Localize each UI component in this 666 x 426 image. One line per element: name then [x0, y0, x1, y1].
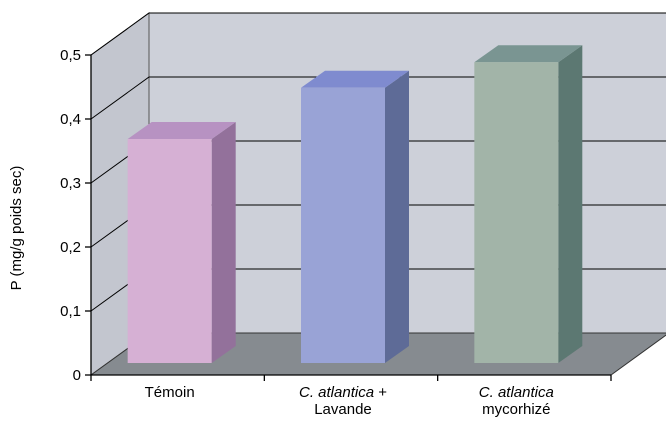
bar-side	[211, 122, 236, 363]
y-axis-title: P (mg/g poids sec)	[8, 166, 25, 291]
y-tick-label: 0,5	[60, 47, 81, 64]
y-tick-label: 0	[73, 367, 81, 384]
gridline	[90, 12, 666, 56]
x-category-label-line: C. atlantica +	[299, 384, 387, 401]
y-tick-label: 0,2	[60, 239, 81, 256]
bar-front	[301, 87, 385, 364]
bar-side	[558, 45, 583, 363]
bar-top	[127, 122, 236, 139]
x-category-label-line: C. atlantica	[479, 384, 554, 401]
x-category-label: Témoin	[145, 384, 195, 401]
axes	[85, 54, 612, 381]
x-category-label-part: Lavande	[314, 401, 372, 418]
x-category-label-line: mycorhizé	[482, 401, 550, 418]
bar-top	[474, 45, 583, 63]
bar-side	[385, 70, 409, 364]
x-category-label-part: C. atlantica	[479, 384, 554, 401]
x-category-label-line: Lavande	[314, 401, 372, 418]
x-category-label-part: mycorhizé	[482, 401, 550, 418]
x-category-label-line: Témoin	[145, 384, 195, 401]
bar-front	[474, 62, 559, 363]
bar	[127, 122, 236, 363]
bar-front	[127, 139, 212, 363]
y-tick-label: 0,3	[60, 175, 81, 192]
x-category-label: C. atlantica mycorhizé	[479, 384, 554, 418]
x-category-label: C. atlantica + Lavande	[299, 384, 387, 418]
bar	[474, 45, 583, 363]
bar	[301, 70, 409, 364]
bar-top	[301, 70, 409, 88]
x-category-label-part: C. atlantica	[299, 384, 374, 401]
y-tick-label: 0,1	[60, 303, 81, 320]
y-tick-labels: 0 0,1 0,2 0,3 0,4 0,5	[60, 47, 81, 384]
x-category-label-part: Témoin	[145, 384, 195, 401]
bars	[127, 45, 583, 364]
x-category-label-part: +	[374, 384, 387, 401]
y-tick-label: 0,4	[60, 111, 81, 128]
